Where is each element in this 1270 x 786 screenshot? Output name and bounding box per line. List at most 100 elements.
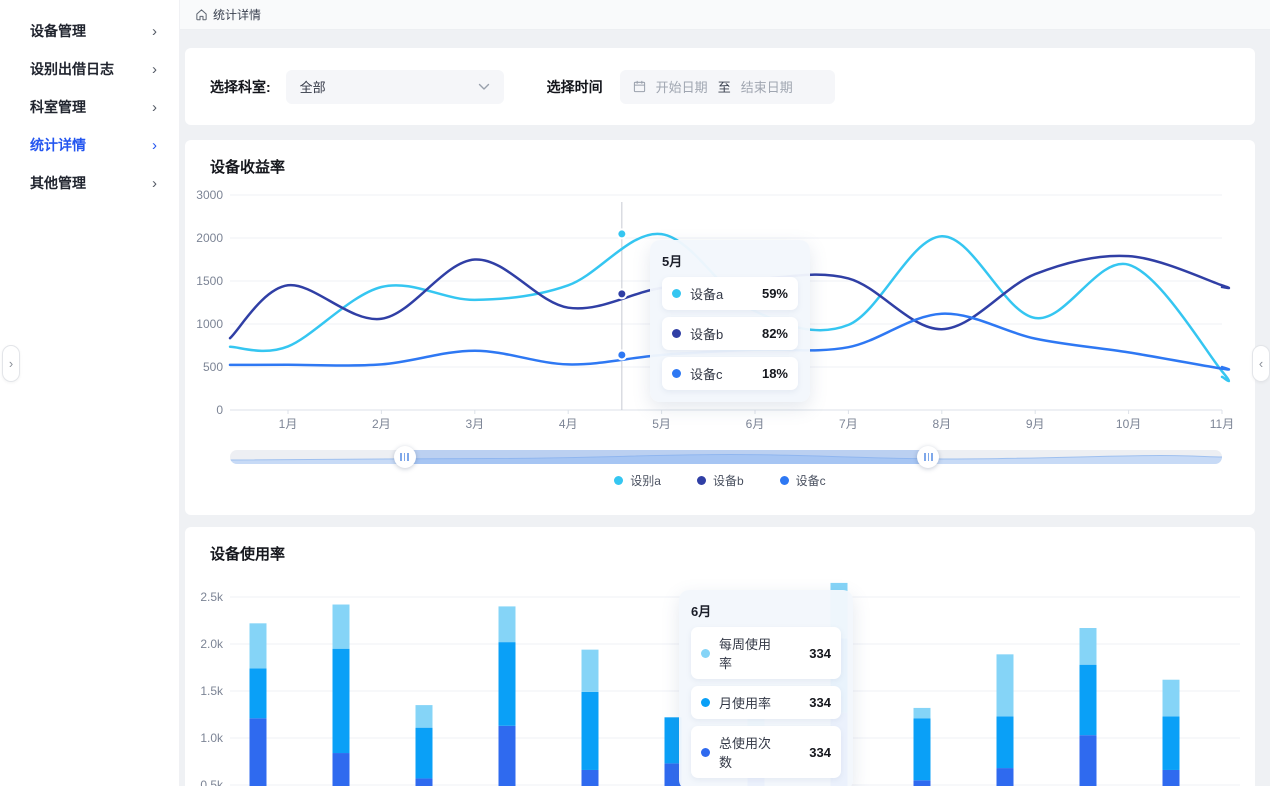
bar-segment[interactable] [1079, 628, 1097, 665]
right-panel-toggle[interactable]: ‹ [1252, 345, 1270, 382]
svg-text:1.0k: 1.0k [200, 731, 224, 745]
svg-text:7月: 7月 [839, 417, 858, 431]
bar-group-12月[interactable] [1162, 679, 1180, 786]
tooltip-row: 总使用次数 334 [691, 726, 841, 778]
bar-segment[interactable] [1162, 679, 1180, 717]
legend-dot-icon [696, 476, 706, 485]
chevron-left-icon: ‹ [1258, 356, 1264, 371]
tooltip-series-name: 每周使用率 [719, 637, 772, 671]
sidebar-item-label: 科室管理 [30, 99, 86, 115]
svg-text:11月: 11月 [1210, 417, 1234, 431]
bar-segment[interactable] [913, 718, 931, 781]
bar-group-3月[interactable] [415, 705, 433, 786]
bar-segment[interactable] [1079, 735, 1097, 786]
bar-segment[interactable] [581, 769, 599, 786]
tooltip-series-name: 月使用率 [719, 696, 772, 711]
bar-segment[interactable] [498, 642, 516, 726]
bar-group-4月[interactable] [498, 606, 516, 786]
usage-chart-title: 设备使用率 [210, 546, 286, 563]
chevron-right-icon: › [152, 60, 157, 78]
revenue-legend: 设别a 设备b 设备c [185, 472, 1255, 489]
tooltip-series-value: 334 [809, 695, 831, 710]
svg-text:1500: 1500 [196, 274, 223, 288]
bar-group-2月[interactable] [332, 604, 350, 786]
svg-text:2月: 2月 [372, 417, 391, 431]
bar-segment[interactable] [332, 648, 350, 754]
tooltip-series-value: 18% [761, 366, 788, 381]
bar-segment[interactable] [996, 768, 1014, 786]
bar-segment[interactable] [249, 668, 267, 719]
bar-segment[interactable] [664, 763, 682, 786]
bar-segment[interactable] [996, 654, 1014, 717]
breadcrumb[interactable]: 统计详情 [195, 6, 261, 23]
legend-item-0[interactable]: 设别a [614, 472, 661, 489]
bar-segment[interactable] [249, 718, 267, 786]
dept-select[interactable]: 全部 [285, 69, 504, 104]
usage-tooltip-rows: 每周使用率 334 月使用率 334 总使用次数 334 [691, 627, 841, 778]
bar-segment[interactable] [498, 606, 516, 643]
series-dot-icon [701, 698, 710, 707]
tooltip-series-name: 总使用次数 [719, 736, 772, 770]
bar-group-6月[interactable] [664, 717, 682, 786]
svg-text:2.5k: 2.5k [200, 590, 224, 604]
datazoom-left-handle[interactable] [393, 446, 416, 468]
bar-segment[interactable] [913, 780, 931, 786]
tooltip-series-value: 334 [809, 645, 831, 661]
datazoom-selection[interactable] [404, 450, 929, 464]
sidebar-item-4[interactable]: 其他管理 › [0, 164, 179, 202]
tooltip-series-name: 设备a [690, 287, 724, 302]
bar-segment[interactable] [332, 753, 350, 786]
bar-segment[interactable] [498, 725, 516, 786]
start-date-placeholder[interactable]: 开始日期 [655, 80, 708, 95]
bar-group-1月[interactable] [249, 623, 267, 786]
bar-segment[interactable] [415, 727, 433, 779]
bar-segment[interactable] [249, 623, 267, 669]
bar-group-10月[interactable] [996, 654, 1014, 786]
sidebar-item-label: 统计详情 [30, 137, 86, 153]
bar-segment[interactable] [415, 705, 433, 728]
dept-filter-label: 选择科室: [210, 78, 271, 95]
tooltip-series-value: 82% [761, 326, 788, 341]
end-date-placeholder[interactable]: 结束日期 [740, 80, 793, 95]
svg-text:0.5k: 0.5k [200, 778, 224, 786]
bar-segment[interactable] [415, 778, 433, 786]
bar-segment[interactable] [581, 691, 599, 770]
bar-segment[interactable] [581, 649, 599, 692]
tooltip-row: 设备c 18% [662, 357, 798, 390]
svg-text:1月: 1月 [279, 417, 298, 431]
bar-group-11月[interactable] [1079, 628, 1097, 786]
legend-label: 设别a [630, 474, 661, 488]
date-range-picker[interactable]: 开始日期 至 结束日期 [619, 69, 835, 104]
svg-text:8月: 8月 [932, 417, 951, 431]
sidebar-item-2[interactable]: 科室管理 › [0, 88, 179, 126]
bar-segment[interactable] [1162, 769, 1180, 786]
svg-text:0: 0 [216, 403, 223, 417]
revenue-tooltip-title: 5月 [662, 254, 683, 269]
sidebar-item-0[interactable]: 设备管理 › [0, 12, 179, 50]
datazoom-track[interactable] [230, 450, 1222, 464]
time-filter-label: 选择时间 [546, 78, 603, 95]
tooltip-series-name: 设备c [690, 367, 723, 382]
svg-text:1.5k: 1.5k [200, 684, 224, 698]
sidebar-item-3[interactable]: 统计详情 › [0, 126, 179, 164]
bar-segment[interactable] [332, 604, 350, 649]
datazoom-wave [230, 453, 1222, 464]
bar-group-9月[interactable] [913, 707, 931, 786]
svg-text:2.0k: 2.0k [200, 637, 224, 651]
bar-segment[interactable] [996, 716, 1014, 769]
svg-text:3000: 3000 [196, 188, 223, 202]
usage-tooltip-title: 6月 [691, 604, 712, 619]
bar-segment[interactable] [1162, 716, 1180, 770]
bar-segment[interactable] [1079, 664, 1097, 736]
sidebar-item-1[interactable]: 设别出借日志 › [0, 50, 179, 88]
chevron-right-icon: › [152, 174, 157, 192]
bar-segment[interactable] [913, 707, 931, 719]
sidebar-item-label: 设别出借日志 [30, 61, 114, 77]
legend-item-2[interactable]: 设备c [779, 472, 826, 489]
legend-item-1[interactable]: 设备b [696, 472, 744, 489]
bar-segment[interactable] [664, 717, 682, 764]
bar-group-5月[interactable] [581, 649, 599, 786]
datazoom-right-handle[interactable] [917, 446, 940, 468]
tooltip-series-value: 334 [809, 744, 831, 760]
left-panel-toggle[interactable]: › [2, 345, 20, 382]
